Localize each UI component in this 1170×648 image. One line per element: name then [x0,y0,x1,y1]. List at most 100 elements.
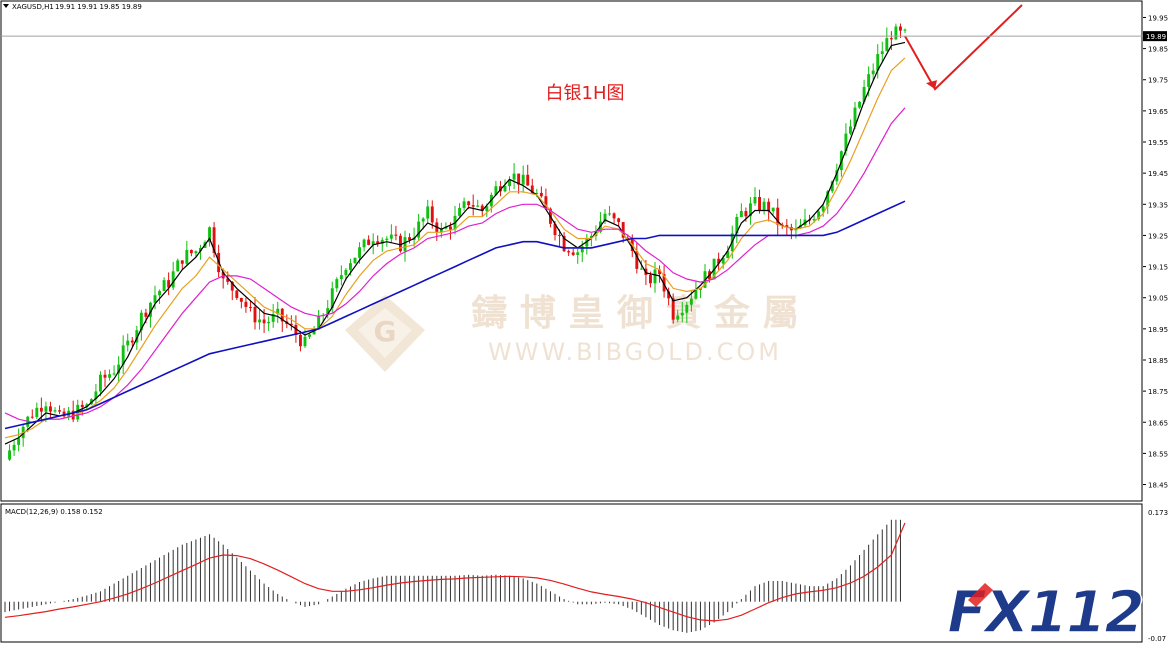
candle-body [894,26,898,40]
candle-body [685,304,689,313]
candle-body [799,225,802,229]
price-axis-label: 19.25 [1148,232,1168,240]
candle-body [308,334,311,337]
price-axis-label: 19.55 [1148,139,1168,147]
candle-body [149,302,152,317]
moving-average-line-2 [4,57,906,439]
candle-body [253,306,257,323]
candle-body [49,406,52,412]
candle-body [249,306,252,308]
candle-body [399,235,402,252]
forecast-arrow-down-icon [926,80,937,90]
candle-body [417,221,421,238]
price-axis-label: 19.65 [1148,108,1168,116]
candle-body [353,257,357,264]
candle-body [499,186,502,192]
candle-body [303,336,307,347]
candle-body [39,407,43,412]
candle-body [53,410,57,412]
candle-body [380,239,384,244]
candle-body [458,207,461,216]
candle-body [658,269,661,275]
watermark-url: WWW.BIBGOLD.COM [488,338,782,366]
candle-body [385,238,389,240]
price-axis-label: 19.85 [1148,46,1168,54]
macd-signal-line [4,522,906,622]
candle-body [126,340,130,346]
candle-body [671,298,675,320]
candle-body [867,74,871,87]
candle-body [494,186,498,195]
candle-body [330,288,334,309]
candle-body [194,251,198,254]
candle-body [771,207,775,212]
candle-body [903,29,907,31]
candle-body [312,329,316,335]
price-axis-label: 19.95 [1148,14,1168,22]
candle-body [212,227,216,253]
candle-body [721,257,725,264]
candle-body [571,252,575,255]
candle-body [603,213,607,222]
candle-body [62,411,66,417]
candle-body [189,250,193,254]
fx112-logo: FX112 [947,577,1146,647]
candle-body [480,205,484,212]
candle-body [30,416,34,418]
candle-body [121,345,125,365]
candle-body [467,201,471,206]
candle-body [476,205,480,207]
candle-body [785,225,789,228]
candle-body [271,313,275,322]
candle-body [117,364,121,374]
macd-axis-label: -0.07 [1148,635,1166,643]
price-axis-label: 18.85 [1148,357,1168,365]
candle-body [339,275,343,280]
candle-body [876,54,880,71]
candle-body [462,201,466,208]
candle-body [680,312,684,316]
candle-body [717,258,721,264]
candle-body [430,206,434,223]
candle-body [676,315,680,320]
watermark-logo-icon: G [345,295,425,372]
candle-body [726,251,730,258]
candle-body [221,272,225,279]
candle-body [17,438,21,445]
candle-body [858,101,861,108]
candle-body [103,374,107,378]
candle-body [589,235,593,238]
candle-body [335,279,339,289]
candle-body [408,237,411,240]
fx112-logo-swoosh-icon [968,583,993,607]
current-price-marker [1143,31,1167,42]
candle-body [449,226,452,230]
symbol-label: XAGUSD,H1 [12,3,54,11]
candle-body [558,235,561,237]
candle-body [258,319,261,323]
candle-body [371,241,375,245]
candle-body [621,222,625,238]
candle-body [299,334,302,347]
watermark-brand: 鑄 博 皇 御 貴 金 屬 [471,292,798,334]
candle-body [608,213,611,215]
candle-body [635,251,639,269]
candle-body [185,250,189,264]
candle-body [880,51,884,55]
candle-body [112,373,116,375]
chart-annotation: 白银1H图 [546,83,625,104]
candle-body [512,173,516,180]
candle-body [530,185,534,194]
candle-body [821,206,825,212]
moving-average-line-1 [4,41,906,445]
candle-body [289,323,293,325]
candle-body [753,197,757,204]
candle-body [153,295,157,303]
candle-body [817,211,821,220]
candle-body [744,211,748,217]
candle-body [899,26,902,31]
candle-body [567,251,571,253]
candle-body [12,444,16,451]
candle-body [871,70,875,75]
